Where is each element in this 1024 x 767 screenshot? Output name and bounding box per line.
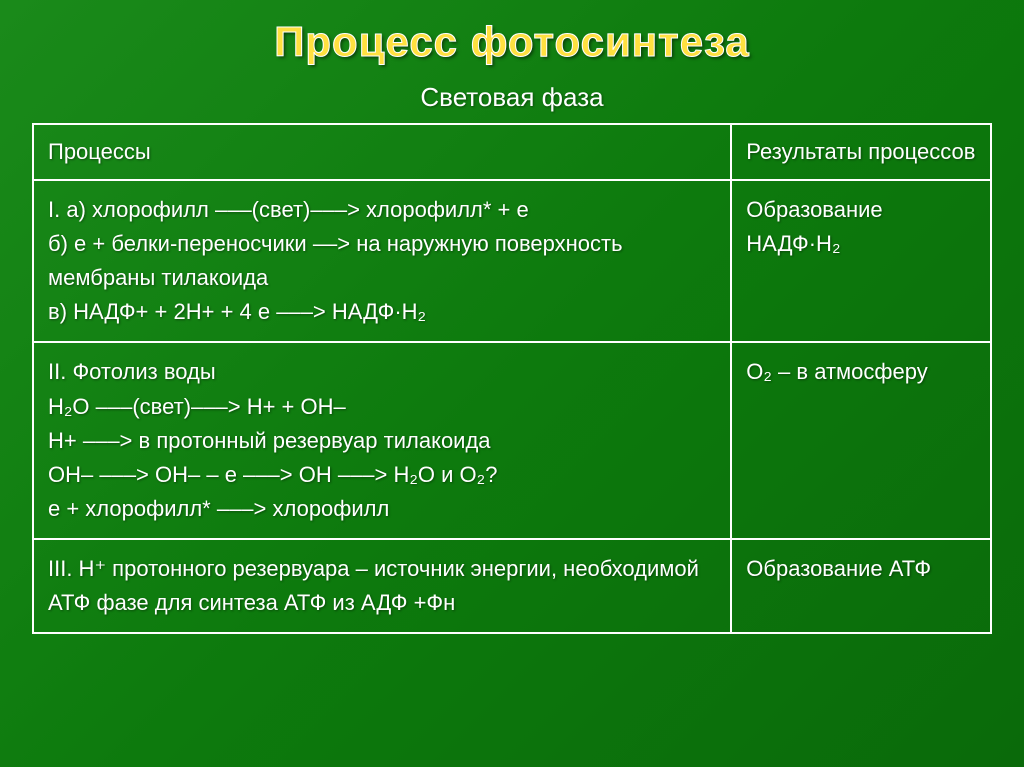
header-results: Результаты процессов: [731, 124, 991, 180]
process-cell-3: III. Н⁺ протонного резервуара – источник…: [33, 539, 731, 633]
process-line: II. Фотолиз воды: [48, 355, 716, 389]
table-row: III. Н⁺ протонного резервуара – источник…: [33, 539, 991, 633]
process-line: I. а) хлорофилл –––(свет)–––> хлорофилл*…: [48, 193, 716, 227]
process-line: Н₂О –––(свет)–––> Н+ + ОН–: [48, 390, 716, 424]
process-cell-1: I. а) хлорофилл –––(свет)–––> хлорофилл*…: [33, 180, 731, 342]
header-processes: Процессы: [33, 124, 731, 180]
process-line: ОН– –––> ОН– – е –––> ОН –––> Н₂О и О₂?: [48, 458, 716, 492]
photosynthesis-table: Процессы Результаты процессов I. а) хлор…: [32, 123, 992, 634]
process-line: Н+ –––> в протонный резервуар тилакоида: [48, 424, 716, 458]
process-cell-2: II. Фотолиз воды Н₂О –––(свет)–––> Н+ + …: [33, 342, 731, 538]
table-header-row: Процессы Результаты процессов: [33, 124, 991, 180]
result-cell-1: Образование НАДФ·Н₂: [731, 180, 991, 342]
result-cell-3: Образование АТФ: [731, 539, 991, 633]
page-title: Процесс фотосинтеза: [0, 0, 1024, 66]
process-line: III. Н⁺ протонного резервуара – источник…: [48, 552, 716, 620]
process-line: б) е + белки-переносчики ––> на наружную…: [48, 227, 716, 295]
table-row: I. а) хлорофилл –––(свет)–––> хлорофилл*…: [33, 180, 991, 342]
table-row: II. Фотолиз воды Н₂О –––(свет)–––> Н+ + …: [33, 342, 991, 538]
result-cell-2: О₂ – в атмосферу: [731, 342, 991, 538]
page-subtitle: Световая фаза: [0, 82, 1024, 113]
process-line: е + хлорофилл* –––> хлорофилл: [48, 492, 716, 526]
process-line: в) НАДФ+ + 2Н+ + 4 е –––> НАДФ·Н₂: [48, 295, 716, 329]
